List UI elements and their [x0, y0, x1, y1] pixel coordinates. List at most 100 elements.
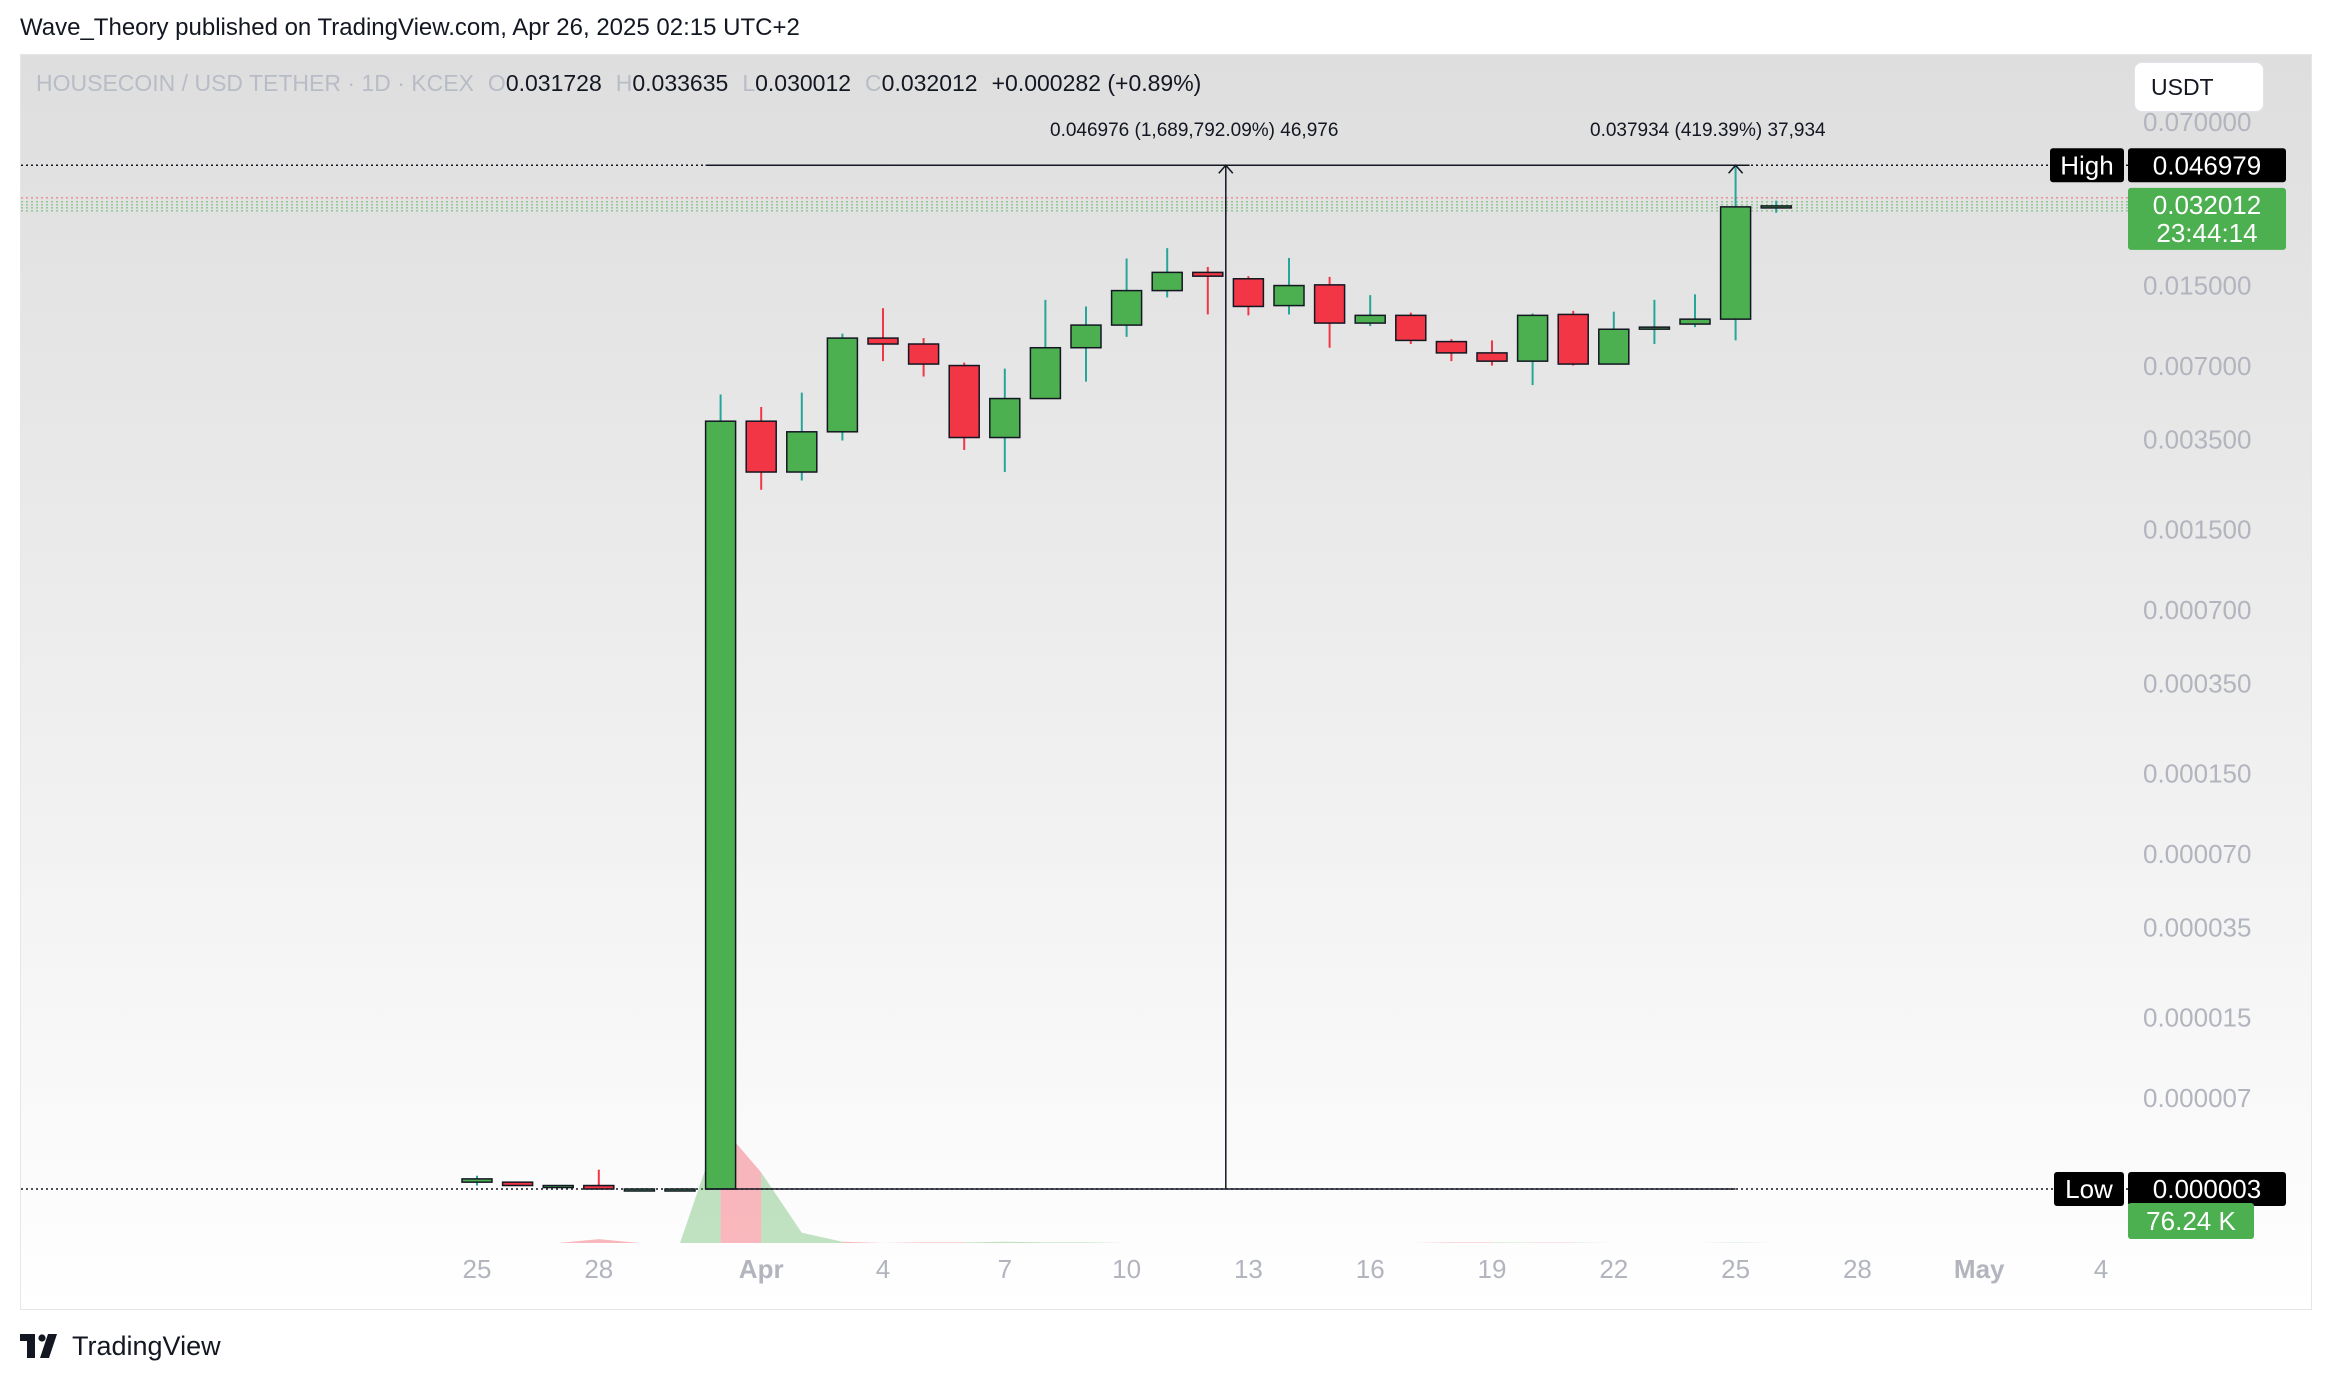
candle-body[interactable] [1192, 271, 1224, 277]
candle-body[interactable] [1719, 206, 1752, 320]
published-by-text: Wave_Theory published on TradingView.com… [20, 14, 800, 41]
y-axis-tick-label: 0.070000 [2143, 107, 2251, 137]
x-axis-tick-label: 10 [1112, 1254, 1141, 1284]
currency-button[interactable]: USDT [2134, 62, 2264, 112]
x-axis-tick-label: 4 [2094, 1254, 2108, 1284]
candle-body[interactable] [1760, 205, 1792, 209]
candle-body[interactable] [826, 337, 859, 433]
chart-frame[interactable]: 0.070000 0.015000 0.007000 0.003500 0.001500… [20, 54, 2312, 1310]
chart-canvas[interactable]: 0.070000 0.015000 0.007000 0.003500 0.001500… [21, 55, 2313, 1311]
measure-arrowhead-1 [1218, 164, 1234, 174]
low-value-tag: 0.000003 [2153, 1174, 2261, 1204]
last-price-value: 0.032012 [2153, 190, 2261, 220]
volume-area [1004, 1241, 1046, 1243]
candle-body[interactable] [1435, 340, 1468, 354]
x-axis-tick-label: 16 [1356, 1254, 1385, 1284]
volume-area [761, 1172, 802, 1243]
close-key: C [865, 70, 882, 96]
high-key: H [615, 70, 633, 96]
high-tag: High [2060, 150, 2113, 180]
measure-label-1: 0.046976 (1,689,792.09%) 46,976 [1050, 120, 1339, 141]
volume-area [964, 1241, 1005, 1243]
candle-body[interactable] [1679, 318, 1711, 325]
high-value: 0.033635 [632, 70, 729, 96]
candle-body[interactable] [623, 1188, 656, 1192]
last-price-tag-bg [2128, 187, 2286, 250]
candle-body[interactable] [786, 431, 818, 473]
candle-body[interactable] [1232, 278, 1265, 308]
candle-body[interactable] [1110, 289, 1143, 326]
y-axis-tick-label: 0.007000 [2143, 351, 2251, 381]
candle-body[interactable] [583, 1184, 615, 1190]
candle-body[interactable] [1476, 352, 1508, 362]
bar-countdown: 23:44:14 [2156, 218, 2257, 248]
candle-body[interactable] [664, 1188, 696, 1192]
y-axis-tick-label: 0.001500 [2143, 514, 2251, 544]
volume-area [1410, 1242, 1452, 1243]
x-axis-tick-label: 13 [1234, 1254, 1263, 1284]
candle-body[interactable] [989, 397, 1021, 439]
close-value: 0.032012 [881, 70, 978, 96]
y-axis-tick-label: 0.000350 [2143, 669, 2251, 699]
volume-value-tag: 76.24 K [2146, 1206, 2236, 1236]
y-axis-tick-label: 0.000150 [2143, 758, 2251, 788]
x-axis-tick-label: May [1954, 1254, 2005, 1284]
high-value-tag-bg [2128, 148, 2286, 183]
volume-area [1492, 1242, 1533, 1243]
y-axis-tick-label: 0.003500 [2143, 425, 2251, 455]
x-axis-tick-label: 28 [1843, 1254, 1872, 1284]
candle-body[interactable] [501, 1181, 534, 1187]
candle-body[interactable] [1070, 324, 1102, 349]
volume-area [598, 1239, 640, 1243]
measure-label-2: 0.037934 (419.39%) 37,934 [1590, 120, 1826, 141]
y-axis-tick-label: 0.000070 [2143, 839, 2251, 869]
candle-body[interactable] [1354, 314, 1386, 324]
open-key: O [487, 70, 506, 96]
candle-body[interactable] [1029, 346, 1062, 400]
ohlc-legend: HOUSECOIN / USD TETHER · 1D · KCEX O 0.03… [36, 70, 1201, 97]
candle-body[interactable] [704, 420, 737, 1190]
x-axis-tick-label: Apr [739, 1254, 784, 1284]
y-axis-tick-label: 0.000015 [2143, 1002, 2251, 1032]
x-axis-tick-label: 4 [876, 1254, 890, 1284]
candle-body[interactable] [1273, 284, 1305, 307]
candle-body[interactable] [907, 343, 940, 365]
candle-body[interactable] [1395, 314, 1427, 342]
change-value: +0.000282 (+0.89%) [991, 70, 1202, 96]
candle-body[interactable] [948, 364, 980, 439]
candle-body[interactable] [461, 1178, 493, 1183]
x-axis-tick-label: 25 [1721, 1254, 1750, 1284]
volume-area [1045, 1242, 1086, 1243]
measure-arrowhead-2 [1728, 164, 1744, 174]
y-axis-tick-label: 0.015000 [2143, 270, 2251, 300]
x-axis-tick-label: 25 [463, 1254, 492, 1284]
volume-value-tag-bg [2128, 1203, 2254, 1239]
candle-body[interactable] [1516, 314, 1549, 362]
candle-body[interactable] [867, 337, 899, 345]
high-value-tag: 0.046979 [2153, 150, 2261, 180]
volume-area [842, 1241, 883, 1243]
volume-area [883, 1242, 924, 1243]
volume-area [1086, 1242, 1127, 1243]
volume-area [680, 1125, 721, 1243]
open-value: 0.031728 [505, 70, 602, 96]
candle-body[interactable] [1598, 328, 1630, 365]
footer[interactable]: TradingView [20, 1328, 221, 1364]
x-axis-tick-label: 19 [1478, 1254, 1507, 1284]
candle-body[interactable] [1151, 271, 1183, 292]
candle-body[interactable] [1557, 313, 1589, 365]
volume-area [801, 1232, 843, 1243]
low-key: L [742, 70, 756, 96]
low-tag: Low [2065, 1174, 2113, 1204]
low-value: 0.030012 [755, 70, 852, 96]
candle-body[interactable] [1638, 326, 1671, 330]
tradingview-brand: TradingView [72, 1330, 221, 1361]
y-axis-tick-label: 0.000035 [2143, 913, 2251, 943]
volume-area [558, 1239, 599, 1243]
candle-body[interactable] [542, 1184, 574, 1189]
candle-body[interactable] [745, 420, 777, 473]
high-tag-bg [2050, 148, 2124, 183]
candle-body[interactable] [1313, 284, 1346, 324]
tradingview-logo-icon [20, 1334, 57, 1358]
x-axis-tick-label: 28 [584, 1254, 613, 1284]
